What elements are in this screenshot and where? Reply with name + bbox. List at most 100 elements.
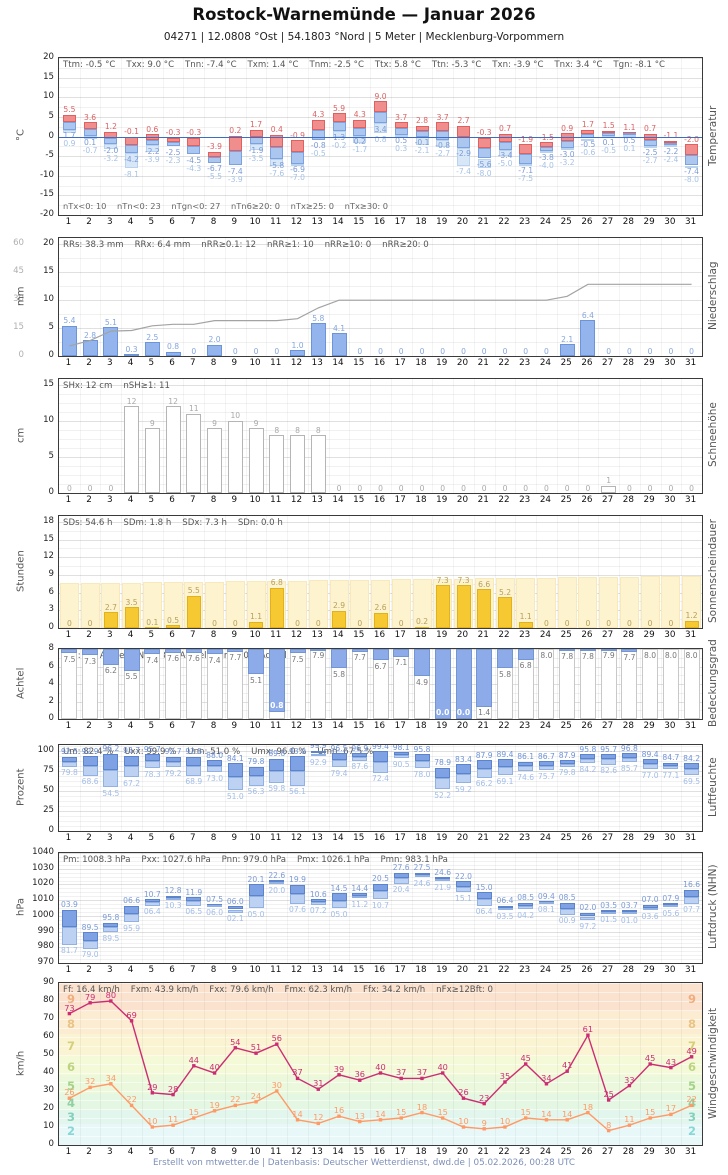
temp-ground-bar [498, 149, 512, 157]
snow-label: 11 [188, 404, 199, 414]
day-gridline [536, 379, 538, 493]
range-min-bar [373, 762, 388, 773]
temp-min-bar [643, 140, 657, 147]
y-tick-label: 970 [37, 957, 54, 967]
day-gridline [556, 238, 558, 356]
gridline [59, 356, 702, 357]
day-gridline [577, 649, 579, 719]
range-min-label: 78.3 [143, 769, 161, 779]
range-max-bar [290, 756, 305, 772]
precip-label: 5.4 [63, 316, 76, 326]
x-day-label: 30 [664, 217, 676, 227]
beaufort-band [59, 1124, 702, 1145]
day-gridline [619, 853, 621, 963]
cloud-label: 8.0 [685, 650, 698, 660]
day-gridline [224, 853, 226, 963]
panel-title: Sonnenscheindauer [707, 519, 719, 623]
range-max-label: 19.9 [289, 875, 306, 885]
range-min-bar [290, 771, 305, 786]
temp-min-label: -7.1 [518, 165, 534, 175]
x-day-label: 10 [249, 358, 261, 368]
temp-max-bar [394, 122, 408, 129]
wind-value-label: 34 [541, 1072, 552, 1083]
range-min-label: 07.7 [683, 905, 701, 915]
x-day-label: 29 [643, 965, 655, 975]
temp-ground-label: -2.3 [165, 155, 181, 165]
x-day-label: 18 [415, 495, 427, 505]
gridline [59, 341, 702, 343]
x-day-label: 11 [270, 965, 282, 975]
temp-min-label: 0.1 [84, 137, 97, 147]
wind-value-label: 9 [481, 1117, 487, 1128]
snow-label: 9 [149, 418, 155, 428]
temp-ground-label: 0.8 [374, 134, 387, 144]
luftfeuchte-panel: Um: 82.4 % Uxx: 99.9 % Unn: 51.0 % Umx: … [58, 744, 703, 832]
x-day-label: 15 [353, 721, 365, 731]
cloud-label: 6.8 [519, 661, 532, 670]
temp-min-bar [685, 154, 699, 166]
gridline [59, 243, 702, 245]
axis-unit-label: Prozent [15, 768, 27, 806]
range-max-label: 95.8 [102, 913, 120, 922]
day-gridline [453, 745, 455, 831]
range-min-label: 05.0 [330, 909, 348, 919]
stats-line: Ttm: -0.5 °C Txx: 9.0 °C Tnn: -7.4 °C Tx… [63, 60, 665, 70]
range-min-bar [621, 757, 637, 763]
x-day-label: 6 [169, 721, 175, 731]
wind-value-label: 39 [333, 1063, 345, 1074]
precip-bar [165, 351, 181, 356]
x-day-label: 21 [477, 721, 489, 731]
temp-ground-bar [643, 146, 657, 149]
range-min-bar [663, 766, 679, 770]
daylight-bar [205, 581, 225, 628]
y-tick-label: 0 [48, 487, 54, 497]
gridline [59, 820, 702, 822]
temp-max-label: 5.5 [63, 105, 76, 115]
temp-max-label: 0.9 [561, 123, 574, 133]
gridline [59, 904, 702, 906]
precip-label: 2.0 [208, 335, 221, 345]
day-gridline [598, 745, 600, 831]
sunshine-label: 7.3 [436, 575, 449, 585]
temp-ground-bar [519, 164, 533, 167]
x-day-label: 15 [353, 358, 365, 368]
y-tick-label: 90 [43, 977, 54, 987]
day-gridline [121, 516, 123, 628]
x-day-label: 16 [373, 721, 386, 731]
daylight-bar [619, 576, 639, 628]
temp-ground-label: -1.7 [352, 145, 368, 155]
range-max-label: 88.0 [206, 750, 224, 760]
wind-value-label: 24 [250, 1090, 262, 1101]
day-gridline [411, 649, 413, 719]
temp-min-bar [166, 142, 180, 147]
wind-value-label: 51 [250, 1042, 262, 1053]
x-day-label: 3 [107, 358, 113, 368]
wind-value-label: 10 [458, 1116, 469, 1126]
gridline [59, 87, 702, 89]
gridline [59, 856, 702, 858]
day-gridline [266, 745, 268, 831]
temp-ground-bar [685, 165, 699, 168]
cloud-frame-bar [683, 649, 700, 719]
day-gridline [287, 238, 289, 356]
sunshine-bar [456, 585, 471, 628]
x-day-label: 27 [602, 217, 614, 227]
x-day-label: 18 [415, 217, 427, 227]
x-day-label: 12 [290, 721, 303, 731]
cloud-label: 5.8 [498, 669, 512, 679]
day-gridline [515, 983, 517, 1145]
y-tick-label: 1020 [32, 878, 54, 889]
day-gridline [598, 649, 600, 719]
precip-label: 5.1 [104, 317, 117, 327]
y-tick-label: 1030 [32, 862, 54, 873]
wind-value-label: 45 [644, 1053, 656, 1063]
cloud-label: 7.7 [353, 653, 366, 663]
range-max-bar [207, 760, 223, 767]
cloud-bar [310, 649, 327, 651]
day-gridline [204, 983, 206, 1145]
gridline [59, 815, 702, 817]
range-max-label: 08.5 [517, 893, 535, 902]
day-gridline [349, 745, 351, 831]
cloud-label: 5.1 [249, 675, 263, 685]
sunshine-label: 0.5 [167, 615, 180, 625]
